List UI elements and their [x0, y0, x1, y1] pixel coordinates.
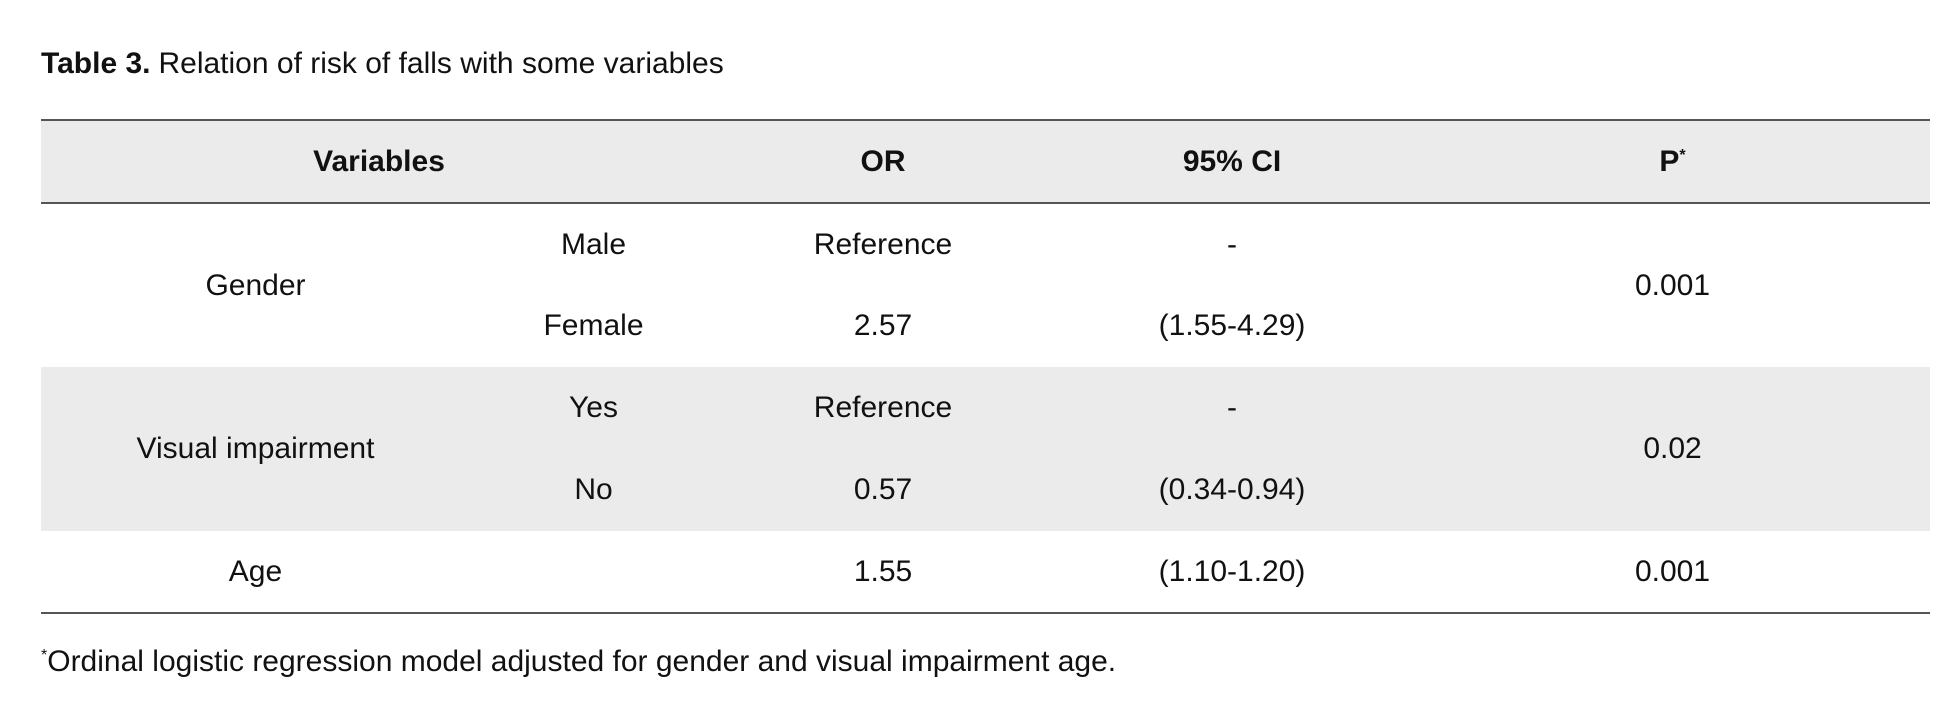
- cell-variable-visual-impairment: Visual impairment: [136, 432, 375, 465]
- cell-variable-gender: Gender: [205, 268, 306, 302]
- cell-or-yes: Reference: [813, 391, 953, 424]
- cell-level-female: Female: [543, 309, 644, 342]
- cell-variable-age: Age: [41, 531, 470, 614]
- header-row: Variables OR 95% CI P*: [41, 119, 1931, 204]
- table-footnote: *Ordinal logistic regression model adjus…: [41, 642, 1116, 682]
- cell-ci-no: (0.34-0.94): [1158, 473, 1306, 506]
- cell-level-age: [470, 531, 718, 614]
- table-row-age: Age 1.55 (1.10-1.20) 0.001: [41, 531, 1931, 614]
- cell-p-age: 0.001: [1415, 531, 1931, 614]
- cell-ci-age: (1.10-1.20): [1049, 531, 1416, 614]
- table-row-gender-female: Female 2.57 (1.55-4.29): [41, 285, 1930, 367]
- header-p-mark: *: [1679, 146, 1686, 164]
- cell-or-female: 2.57: [853, 309, 913, 342]
- cell-or-no: 0.57: [853, 473, 913, 506]
- table-row-gender-male: Gender Male Reference - 0.001: [41, 203, 1930, 302]
- cell-p-visual-impairment: 0.02: [1643, 432, 1702, 465]
- footnote-mark: *: [41, 647, 48, 664]
- header-ci: 95% CI: [1049, 119, 1416, 204]
- header-p: P*: [1415, 119, 1931, 204]
- cell-or-male: Reference: [813, 227, 953, 261]
- cell-level-male: Male: [560, 227, 627, 261]
- table-caption-label: Table 3.: [41, 47, 151, 80]
- cell-or-age: 1.55: [717, 531, 1050, 614]
- cell-ci-yes: -: [1227, 391, 1238, 424]
- cell-p-gender: 0.001: [1634, 268, 1711, 302]
- cell-ci-male: -: [1227, 227, 1238, 261]
- cell-level-no: No: [574, 473, 613, 506]
- cell-ci-female: (1.55-4.29): [1158, 309, 1306, 342]
- header-p-label: P: [1659, 144, 1680, 178]
- results-table: Variables OR 95% CI P* Gender Male Refer…: [41, 119, 1931, 614]
- header-or: OR: [717, 119, 1050, 204]
- footnote-text: Ordinal logistic regression model adjust…: [47, 645, 1117, 678]
- table-caption: Table 3. Relation of risk of falls with s…: [41, 44, 724, 84]
- table-caption-text: Relation of risk of falls with some vari…: [158, 47, 724, 80]
- cell-level-yes: Yes: [569, 391, 618, 424]
- table-row-visual-yes: Visual impairment Yes Reference - 0.02: [41, 367, 1931, 465]
- header-variables: Variables: [41, 119, 718, 204]
